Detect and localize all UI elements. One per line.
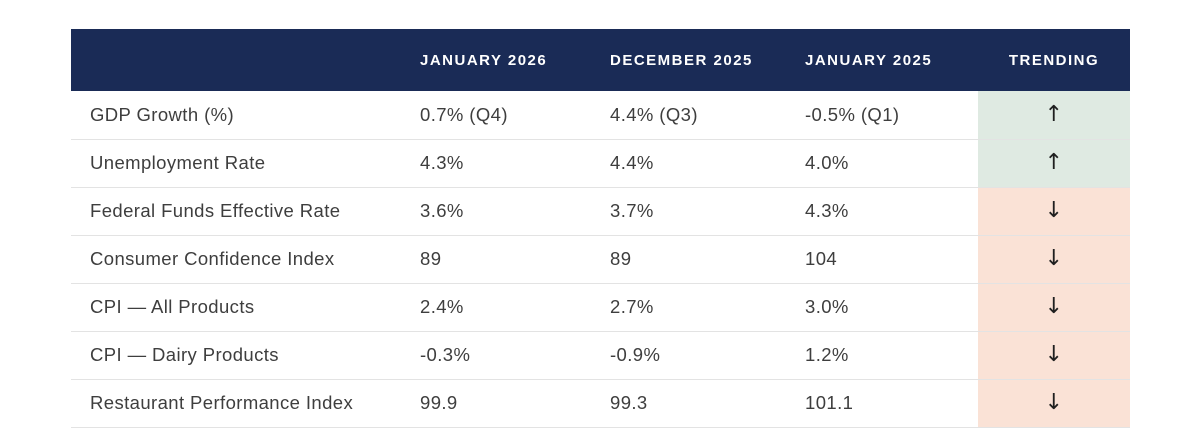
trend-cell: ↓ <box>978 235 1130 284</box>
trend-cell: ↑ <box>978 139 1130 188</box>
value-cell-january-2026: -0.3% <box>410 331 600 380</box>
economic-indicators-table: JANUARY 2026 DECEMBER 2025 JANUARY 2025 … <box>71 29 1130 428</box>
value-cell-december-2025: 2.7% <box>600 283 795 332</box>
value-cell-december-2025: 4.4% (Q3) <box>600 91 795 140</box>
table-row: Consumer Confidence Index 89 89 104 ↓ <box>71 235 1130 284</box>
indicator-label-cell: Unemployment Rate <box>71 139 410 188</box>
trend-up-icon: ↑ <box>1044 150 1064 175</box>
table-row: GDP Growth (%) 0.7% (Q4) 4.4% (Q3) -0.5% (Q… <box>71 91 1130 140</box>
value-cell-january-2025: 104 <box>795 235 978 284</box>
trend-cell: ↓ <box>978 379 1130 428</box>
trend-cell: ↓ <box>978 283 1130 332</box>
column-header-indicator <box>71 29 410 91</box>
column-header-january-2026: JANUARY 2026 <box>410 29 600 91</box>
value-cell-december-2025: 4.4% <box>600 139 795 188</box>
table-row: Federal Funds Effective Rate 3.6% 3.7% 4.3%… <box>71 187 1130 236</box>
value-cell-december-2025: 89 <box>600 235 795 284</box>
trend-cell: ↑ <box>978 91 1130 140</box>
trend-down-icon: ↓ <box>1044 342 1064 367</box>
table-body: GDP Growth (%) 0.7% (Q4) 4.4% (Q3) -0.5% (Q… <box>71 91 1130 428</box>
table-row: CPI — Dairy Products -0.3% -0.9% 1.2% ↓ <box>71 331 1130 380</box>
value-cell-december-2025: 99.3 <box>600 379 795 428</box>
trend-down-icon: ↓ <box>1044 198 1064 223</box>
trend-cell: ↓ <box>978 331 1130 380</box>
table-row: Restaurant Performance Index 99.9 99.3 101.… <box>71 379 1130 428</box>
table-header: JANUARY 2026 DECEMBER 2025 JANUARY 2025 … <box>71 29 1130 91</box>
indicator-label-cell: CPI — Dairy Products <box>71 331 410 380</box>
indicator-label-cell: Federal Funds Effective Rate <box>71 187 410 236</box>
value-cell-january-2025: 101.1 <box>795 379 978 428</box>
table-row: CPI — All Products 2.4% 2.7% 3.0% ↓ <box>71 283 1130 332</box>
value-cell-january-2025: 3.0% <box>795 283 978 332</box>
trend-up-icon: ↑ <box>1044 101 1064 127</box>
trend-down-icon: ↓ <box>1044 390 1064 415</box>
indicator-label-cell: GDP Growth (%) <box>71 91 410 140</box>
column-header-january-2025: JANUARY 2025 <box>795 29 978 91</box>
table-row: Unemployment Rate 4.3% 4.4% 4.0% ↑ <box>71 139 1130 188</box>
value-cell-january-2026: 0.7% (Q4) <box>410 91 600 140</box>
value-cell-december-2025: -0.9% <box>600 331 795 380</box>
value-cell-january-2026: 4.3% <box>410 139 600 188</box>
header-row: JANUARY 2026 DECEMBER 2025 JANUARY 2025 … <box>71 29 1130 91</box>
trend-cell: ↓ <box>978 187 1130 236</box>
value-cell-january-2026: 3.6% <box>410 187 600 236</box>
column-header-december-2025: DECEMBER 2025 <box>600 29 795 91</box>
trend-down-icon: ↓ <box>1044 246 1064 271</box>
column-header-trending: TRENDING <box>978 29 1130 91</box>
value-cell-january-2026: 2.4% <box>410 283 600 332</box>
value-cell-january-2025: 4.3% <box>795 187 978 236</box>
value-cell-december-2025: 3.7% <box>600 187 795 236</box>
value-cell-january-2025: -0.5% (Q1) <box>795 91 978 140</box>
economic-indicators-panel: JANUARY 2026 DECEMBER 2025 JANUARY 2025 … <box>71 29 1130 428</box>
value-cell-january-2025: 4.0% <box>795 139 978 188</box>
value-cell-january-2026: 89 <box>410 235 600 284</box>
indicator-label-cell: Consumer Confidence Index <box>71 235 410 284</box>
indicator-label-cell: Restaurant Performance Index <box>71 379 410 428</box>
value-cell-january-2025: 1.2% <box>795 331 978 380</box>
trend-down-icon: ↓ <box>1044 294 1064 319</box>
indicator-label-cell: CPI — All Products <box>71 283 410 332</box>
value-cell-january-2026: 99.9 <box>410 379 600 428</box>
